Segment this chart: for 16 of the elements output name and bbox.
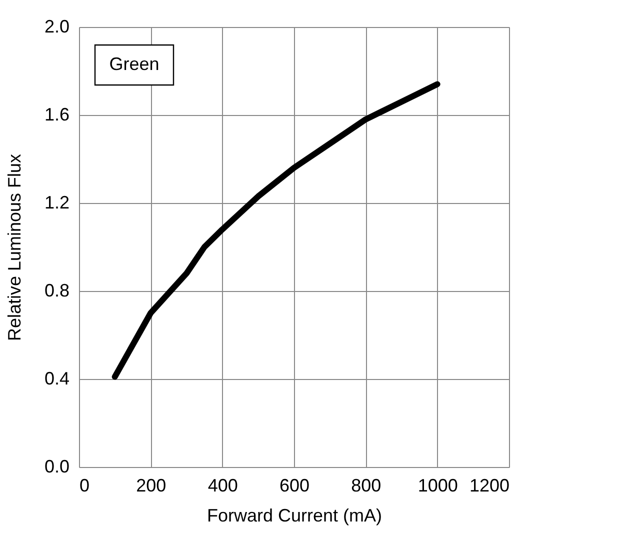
annotation: Green [109,54,160,74]
y-axis-title: Relative Luminous Flux [4,154,24,342]
x-axis-title: Forward Current (mA) [206,506,382,526]
y-tick-label: 1.6 [44,104,70,124]
y-tick-label: 0.8 [44,280,70,300]
y-tick-label: 0.0 [44,456,70,476]
x-tick-label: 0 [80,476,90,496]
x-tick-label: 200 [136,476,166,496]
y-tick-label: 2.0 [44,16,70,36]
x-tick-label: 800 [351,476,382,496]
x-tick-label: 400 [208,476,238,496]
x-tick-label: 1200 [469,476,510,496]
x-tick-label: 1000 [418,476,458,496]
x-tick-label: 600 [279,476,310,496]
y-tick-label: 1.2 [44,192,70,212]
y-tick-label: 0.4 [44,368,70,388]
